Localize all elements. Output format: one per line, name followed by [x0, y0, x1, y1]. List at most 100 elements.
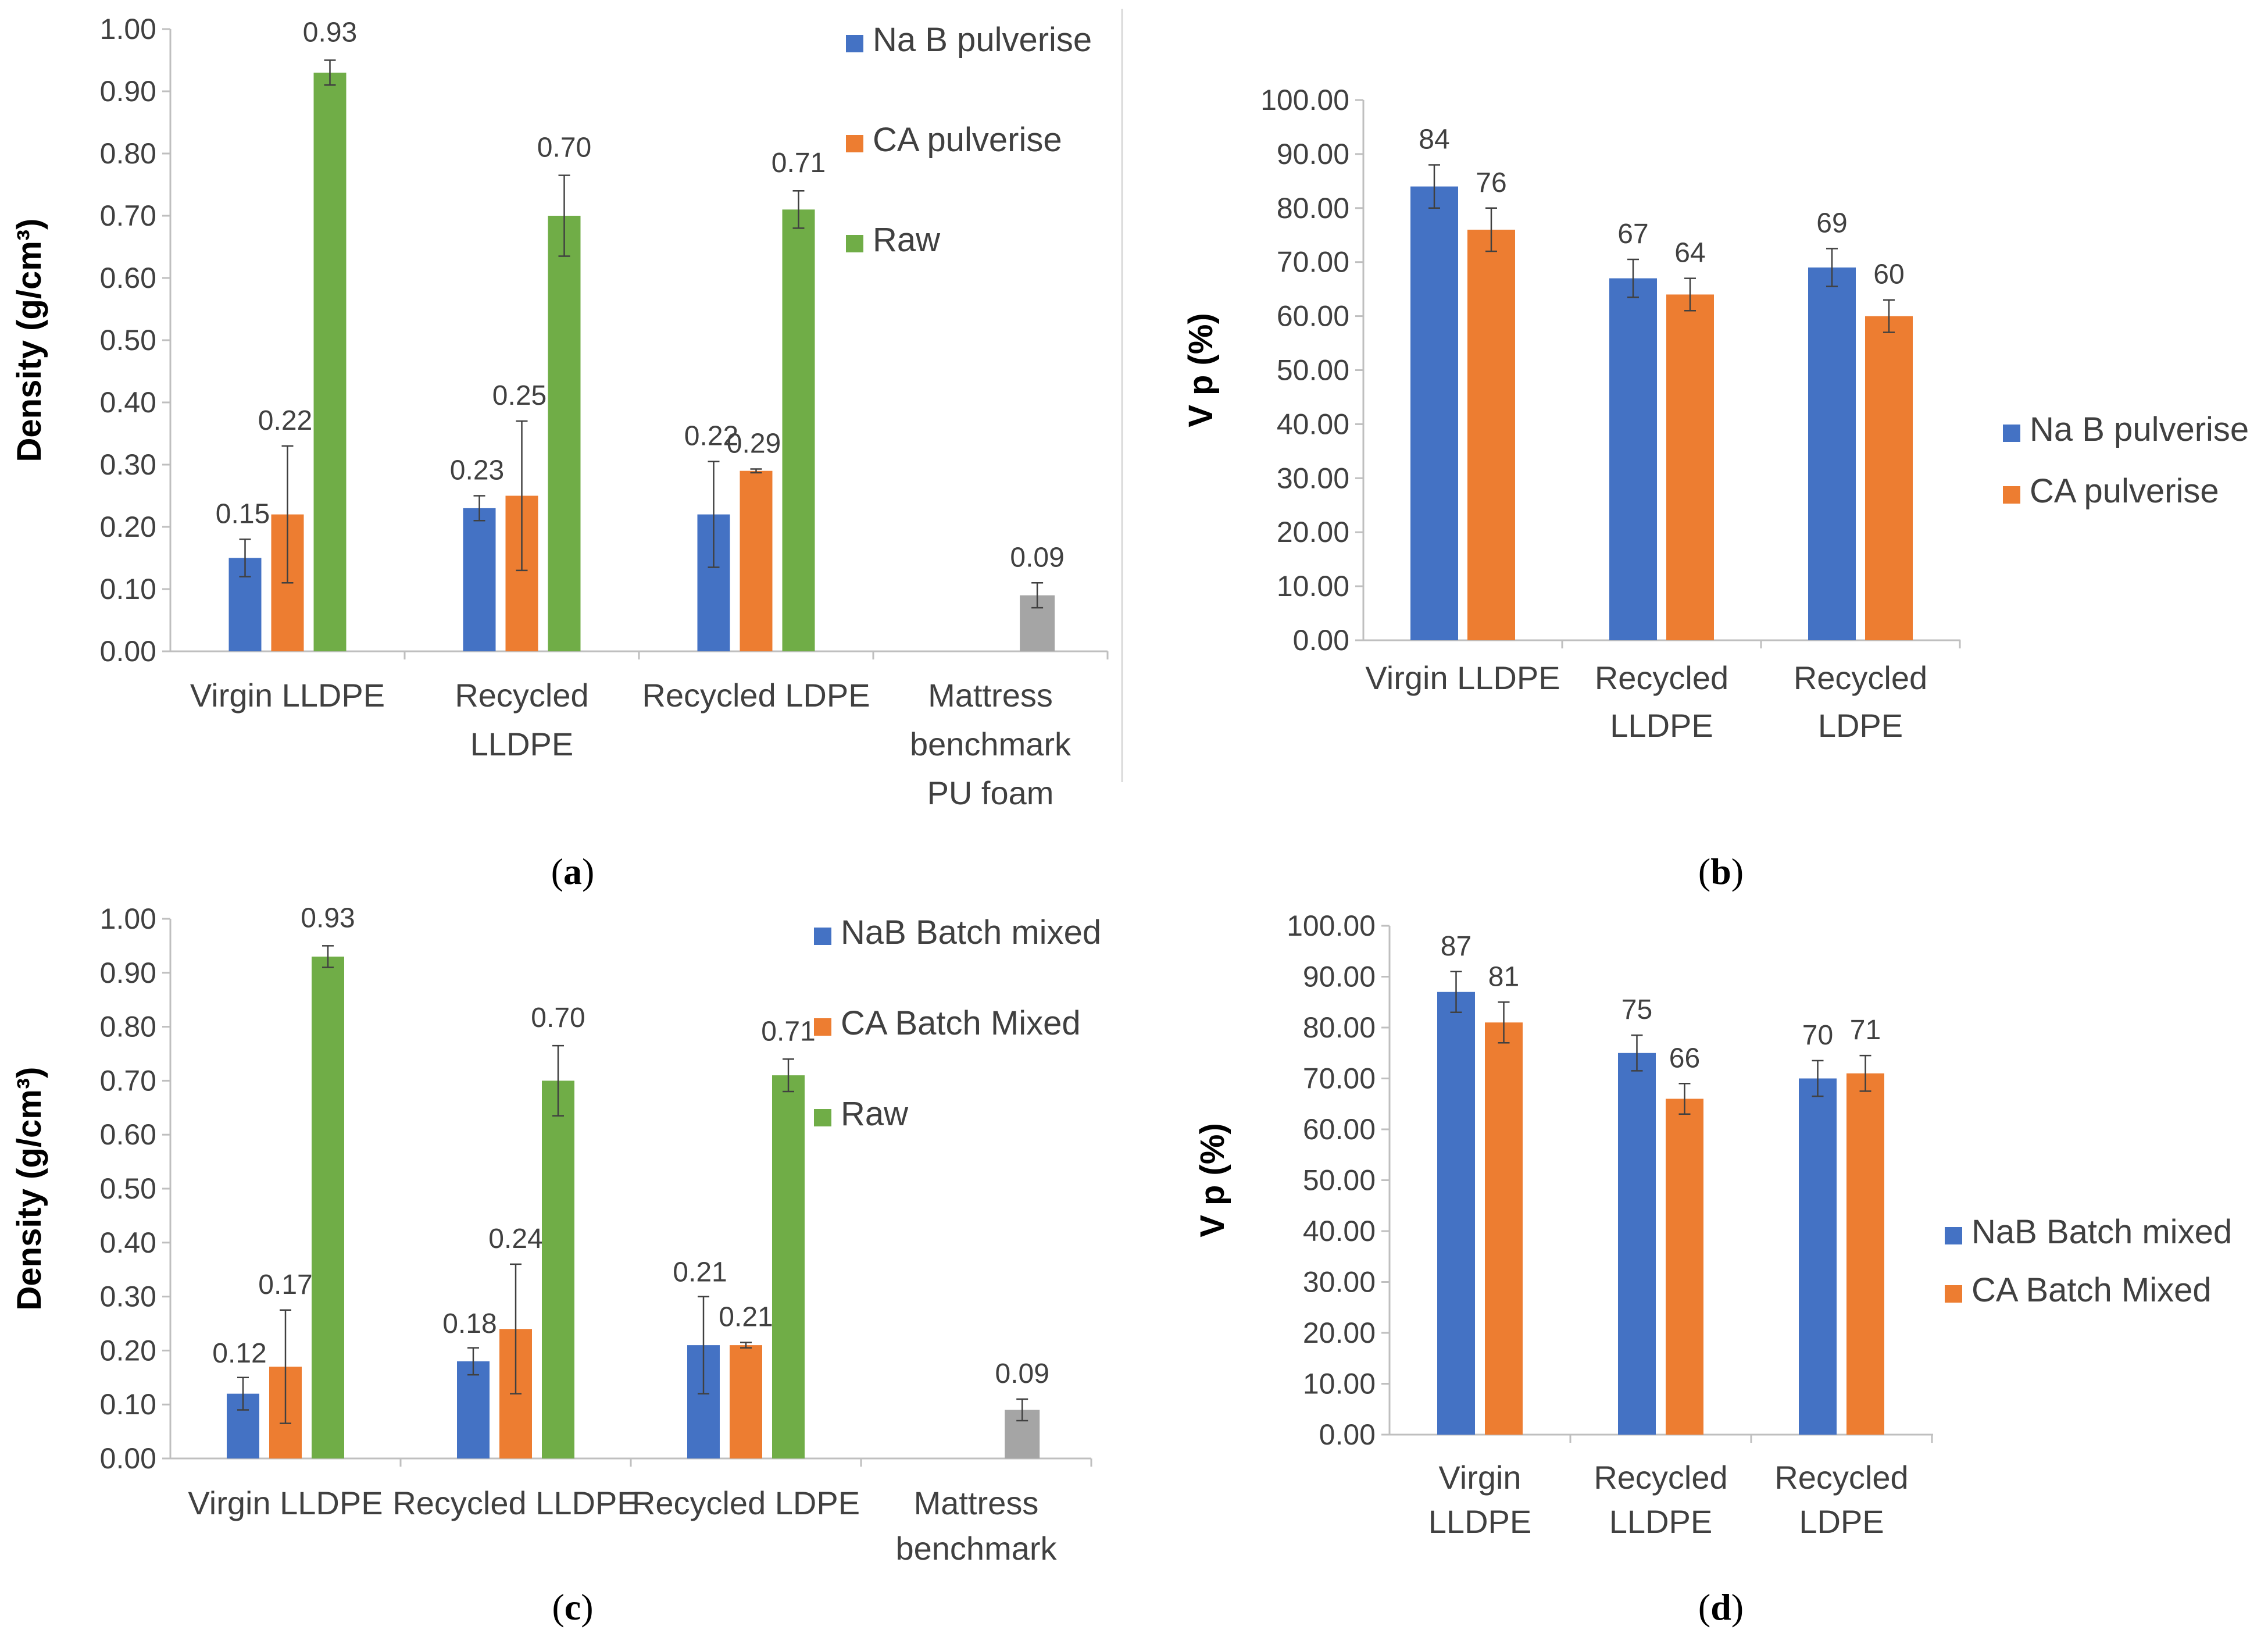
data-label: 0.25: [492, 380, 547, 411]
bar-na-b-pulverise: [463, 508, 496, 651]
category-label: Recycled LDPE: [632, 1485, 860, 1521]
category-label: Mattress: [928, 677, 1053, 714]
data-label: 0.09: [995, 1358, 1049, 1389]
data-label: 0.22: [258, 405, 312, 436]
y-tick-label: 20.00: [1303, 1317, 1376, 1349]
legend-entry: Raw: [873, 221, 941, 259]
chart-panel-c: 0.00 0.10 0.20 0.30 0.40 0.50 0.60 0.70 0.80 0.90…: [10, 903, 1101, 1567]
legend-swatch: [846, 135, 863, 152]
y-tick-label: 40.00: [1277, 408, 1349, 440]
legend-entry: CA Batch Mixed: [841, 1004, 1081, 1042]
data-label: 0.22: [684, 421, 738, 452]
legend-swatch: [814, 1109, 831, 1126]
data-label: 0.93: [301, 903, 355, 933]
category-label: Mattress: [914, 1485, 1039, 1521]
bar-ca-batch-mixed: [1846, 1073, 1884, 1435]
y-axis-title: Density (g/cm³): [10, 219, 48, 462]
data-label: 67: [1617, 219, 1648, 249]
legend-entry: NaB Batch mixed: [841, 914, 1101, 951]
data-label: 0.15: [216, 498, 270, 529]
data-label: 60: [1873, 259, 1904, 290]
legend-entry: Raw: [841, 1095, 909, 1133]
data-label: 64: [1674, 238, 1705, 269]
data-label: 0.18: [442, 1308, 497, 1339]
legend-swatch: [814, 1018, 831, 1036]
data-label: 81: [1488, 961, 1519, 992]
category-label: Virgin LLDPE: [1365, 659, 1560, 696]
y-tick-label: 100.00: [1260, 84, 1349, 116]
data-label: 0.21: [719, 1301, 773, 1332]
y-axis-title: V p (%): [1182, 313, 1220, 427]
data-label: 0.21: [673, 1257, 727, 1288]
bar-raw: [313, 72, 347, 651]
y-tick-label: 0.00: [1319, 1418, 1376, 1451]
bar-nab-batch-mixed: [1799, 1078, 1837, 1435]
data-label: 0.71: [772, 148, 826, 179]
y-tick-label: 90.00: [1277, 138, 1349, 170]
y-tick-label: 0.60: [100, 262, 156, 294]
chart-panel-a: 0.00 0.10 0.20 0.30 0.40 0.50 0.60 0.70 0.80 0.90…: [10, 13, 1109, 811]
data-label: 0.23: [450, 455, 504, 486]
category-label: LLDPE: [1610, 707, 1713, 744]
category-label: benchmark: [910, 726, 1072, 762]
data-label: 69: [1816, 208, 1847, 238]
y-tick-label: 40.00: [1303, 1215, 1376, 1247]
y-tick-label: 30.00: [1277, 462, 1349, 494]
data-label: 70: [1802, 1020, 1833, 1051]
y-tick-label: 10.00: [1277, 570, 1349, 602]
y-tick-label: 70.00: [1277, 246, 1349, 279]
y-tick-label: 0.90: [100, 957, 156, 989]
data-label: 75: [1621, 994, 1652, 1025]
y-tick-label: 60.00: [1277, 300, 1349, 333]
y-tick-label: 0.80: [100, 137, 156, 170]
data-label: 66: [1669, 1043, 1700, 1073]
legend-entry: CA pulverise: [873, 121, 1062, 159]
y-tick-label: 0.50: [100, 1172, 156, 1205]
bar-ca-pulverise: [1467, 229, 1515, 641]
bar-ca-batch-mixed: [730, 1345, 762, 1458]
data-label: 0.93: [303, 17, 357, 48]
y-axis-title: V p (%): [1194, 1123, 1231, 1237]
y-tick-label: 0.40: [100, 386, 156, 419]
y-tick-label: 10.00: [1303, 1368, 1376, 1400]
legend-swatch: [2003, 486, 2020, 504]
bar-na-b-pulverise: [1410, 186, 1458, 640]
y-tick-label: 0.00: [1293, 624, 1349, 657]
category-label: Recycled: [1774, 1459, 1908, 1496]
y-tick-label: 0.00: [100, 1442, 156, 1475]
y-tick-label: 1.00: [100, 13, 156, 45]
data-label: 0.29: [727, 428, 781, 459]
y-tick-label: 70.00: [1303, 1062, 1376, 1095]
y-tick-label: 50.00: [1303, 1164, 1376, 1197]
category-label: Recycled: [455, 677, 588, 714]
panel-caption-a: (a): [551, 851, 595, 892]
data-label: 87: [1441, 931, 1471, 962]
y-tick-label: 0.70: [100, 199, 156, 232]
y-tick-label: 80.00: [1277, 192, 1349, 224]
y-tick-label: 0.20: [100, 511, 156, 543]
bar-nab-batch-mixed: [457, 1361, 490, 1458]
category-label: PU foam: [927, 775, 1054, 811]
bar-ca-pulverise: [1865, 316, 1913, 640]
data-label: 0.24: [488, 1224, 542, 1254]
bar-ca-pulverise: [1666, 294, 1714, 640]
category-label: LLDPE: [1428, 1503, 1531, 1540]
legend-swatch: [814, 928, 831, 945]
bar-raw: [548, 216, 581, 651]
y-tick-label: 100.00: [1287, 910, 1376, 942]
chart-panel-d: 0.00 10.00 20.00 30.00 40.00 50.00 60.00 70.00 8…: [1194, 910, 2232, 1540]
bar-raw: [312, 956, 344, 1458]
y-tick-label: 90.00: [1303, 961, 1376, 993]
y-tick-label: 80.00: [1303, 1011, 1376, 1044]
data-label: 0.12: [212, 1338, 266, 1369]
data-label: 0.70: [537, 132, 591, 163]
legend-entry: Na B pulverise: [2030, 411, 2249, 448]
y-tick-label: 0.40: [100, 1226, 156, 1259]
legend-swatch: [1945, 1227, 1962, 1244]
category-label: Virgin: [1438, 1459, 1521, 1496]
bar-ca-batch-mixed: [1485, 1022, 1523, 1435]
legend-entry: CA pulverise: [2030, 472, 2219, 510]
category-label: Recycled LLDPE: [392, 1485, 638, 1521]
category-label: LDPE: [1799, 1503, 1884, 1540]
